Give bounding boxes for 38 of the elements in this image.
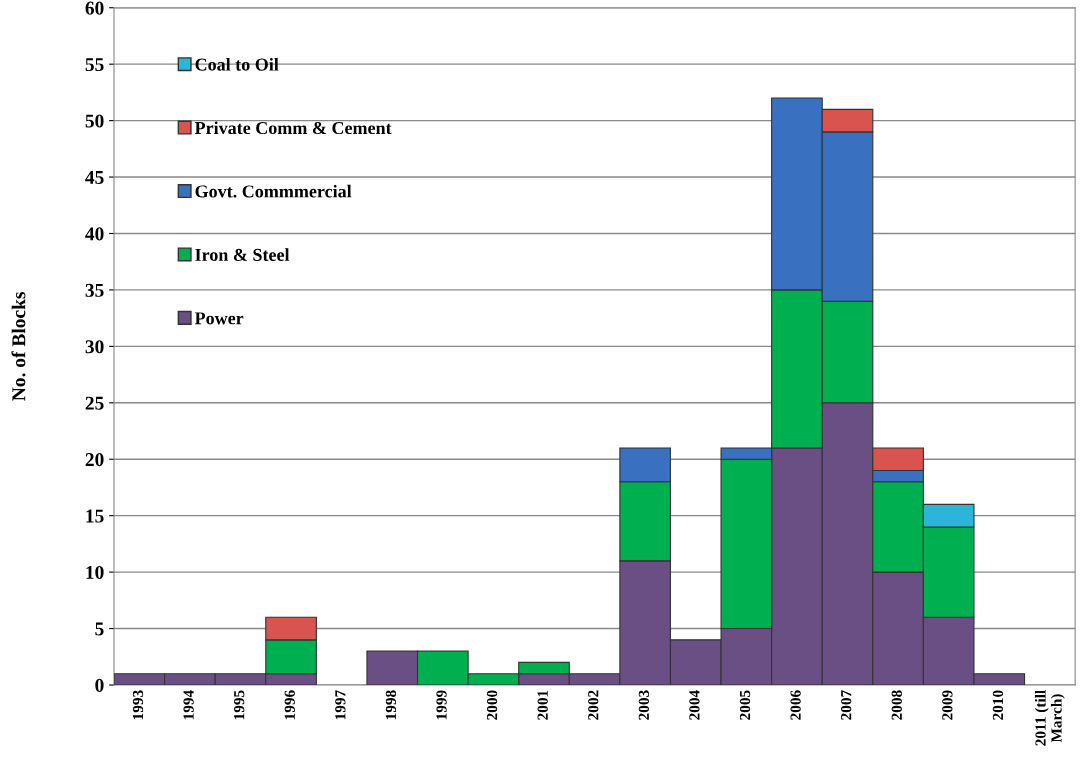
x-tick-label: 1996 — [284, 690, 295, 720]
x-tick-label: 2005 — [739, 690, 751, 720]
x-tick-label: 2007 — [841, 690, 852, 720]
y-tick-label: 25 — [85, 396, 104, 410]
x-tick-label: 1995 — [234, 690, 245, 720]
x-tick-label: 1993 — [132, 690, 144, 720]
legend-label: Power — [194, 312, 244, 325]
y-tick-label: 35 — [85, 283, 104, 297]
x-tick-label: 1999 — [436, 690, 447, 720]
y-tick-label: 50 — [85, 114, 104, 128]
x-tick-label: 1998 — [385, 690, 397, 720]
x-tick-label: 2002 — [588, 690, 599, 720]
y-tick-label: 15 — [86, 509, 104, 523]
y-tick-label: 40 — [85, 227, 104, 241]
x-tick-label: 2003 — [638, 690, 649, 720]
legend-label: Private Comm & Cement — [194, 121, 392, 135]
x-tick-label: 2006 — [790, 690, 801, 720]
x-tick-label: 2008 — [891, 690, 902, 720]
x-tick-label: 2000 — [486, 690, 498, 720]
y-tick-label: 30 — [85, 340, 104, 354]
y-tick-label: 20 — [85, 453, 104, 467]
legend-label: Coal to Oil — [195, 57, 279, 71]
y-tick-label: 5 — [95, 622, 104, 636]
x-tick-label: 2004 — [689, 690, 700, 720]
x-tick-label: 2009 — [942, 690, 953, 720]
y-axis-title: No. of Blocks — [11, 292, 26, 401]
y-tick-label: 55 — [85, 58, 104, 72]
y-tick-label: 60 — [85, 1, 104, 15]
y-tick-label: 10 — [86, 565, 104, 580]
x-tick-label: 2011 (till March) — [1034, 690, 1065, 746]
x-tick-label: 2001 — [537, 690, 548, 720]
x-tick-label: 1997 — [335, 690, 346, 720]
legend-label: Iron & Steel — [195, 248, 290, 261]
y-tick-label: 45 — [85, 171, 104, 184]
y-tick-label: 0 — [95, 678, 104, 692]
x-tick-label: 2010 — [992, 690, 1004, 720]
legend-label: Govt. Commmercial — [195, 184, 352, 198]
x-tick-label: 1994 — [183, 690, 194, 720]
